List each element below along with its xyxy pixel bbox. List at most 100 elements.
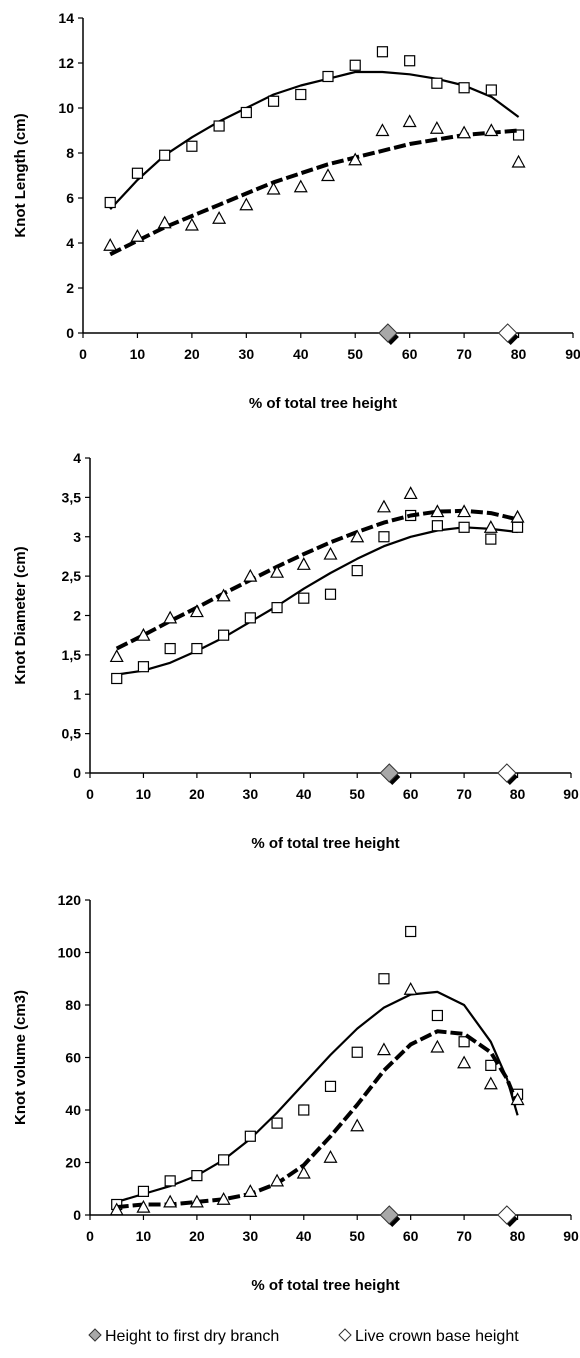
triangle-point [510, 509, 525, 523]
triangle-point [103, 237, 118, 251]
white-diamond-icon [338, 1328, 352, 1342]
y-tick-label: 3 [73, 529, 81, 545]
triangle-point [510, 1092, 525, 1106]
y-tick-label: 10 [58, 100, 74, 116]
square-point [458, 1036, 470, 1048]
gray-diamond-icon [88, 1328, 102, 1342]
triangle-point [376, 499, 391, 513]
legend-item-live-crown-base: Live crown base height [338, 1328, 519, 1345]
y-tick-label: 0,5 [62, 726, 82, 742]
x-tick-label: 70 [456, 1228, 472, 1244]
triangle-point [109, 1202, 124, 1216]
y-tick-label: 120 [58, 892, 82, 908]
triangle-point [130, 228, 145, 242]
y-tick-label: 1 [73, 686, 81, 702]
square-point [322, 70, 334, 83]
triangle-point [350, 1118, 365, 1132]
square-point [431, 77, 443, 89]
square-point [485, 84, 497, 96]
square-point [271, 602, 283, 614]
triangle-point [270, 1173, 285, 1187]
live-crown-base-marker [497, 763, 517, 783]
live-crown-base-marker [497, 323, 518, 343]
knot-diameter-chart: 00,511,522,533,540 10 20 30 40 50 60 70 80 90% of… [12, 450, 579, 852]
square-point [111, 672, 123, 685]
solid-fit-line [116, 526, 518, 676]
square-point [431, 1009, 443, 1022]
x-axis-title: % of total tree height [249, 395, 397, 412]
square-point [267, 95, 280, 107]
square-point [164, 1175, 176, 1187]
x-tick-label: 10 [130, 346, 146, 362]
square-point [405, 925, 417, 938]
square-point [213, 120, 225, 132]
triangle-point [457, 504, 472, 518]
y-tick-label: 20 [65, 1155, 81, 1171]
x-tick-label: 40 [296, 786, 312, 802]
triangle-point [296, 557, 311, 570]
triangle-point [189, 1194, 204, 1208]
x-tick-label: 60 [403, 1228, 419, 1244]
solid-fit-line [116, 990, 519, 1203]
triangle-point [157, 215, 172, 229]
x-tick-label: 50 [349, 1228, 365, 1244]
triangle-point [483, 1076, 498, 1090]
square-point [298, 1104, 310, 1116]
triangle-point [212, 210, 227, 224]
live-crown-base-marker [497, 1205, 517, 1225]
x-tick-label: 0 [86, 786, 94, 802]
triangle-point [430, 504, 445, 518]
square-point [351, 1046, 363, 1058]
y-tick-label: 12 [58, 55, 74, 71]
triangle-point [430, 1039, 445, 1053]
triangle-point [270, 564, 285, 578]
x-tick-label: 70 [456, 346, 472, 362]
y-tick-label: 4 [73, 450, 81, 466]
x-tick-label: 90 [563, 1228, 579, 1244]
square-point [485, 1059, 497, 1071]
square-point [458, 82, 470, 94]
x-tick-label: 30 [243, 1228, 259, 1244]
x-tick-label: 80 [511, 346, 527, 362]
square-point [240, 106, 252, 119]
triangle-point [184, 217, 199, 231]
triangle-point [323, 546, 338, 560]
x-tick-label: 50 [347, 346, 363, 362]
square-point [378, 531, 390, 543]
square-point [324, 588, 337, 600]
triangle-point [163, 1194, 178, 1208]
triangle-point [348, 152, 363, 166]
knot-volume-chart: 0 20 40 60 80 100 120 0 10 20 30 40 50 60 70 80 90 % of t… [12, 892, 579, 1294]
x-tick-label: 50 [349, 786, 365, 802]
triangle-point [136, 1199, 151, 1213]
y-tick-label: 14 [58, 10, 74, 26]
x-tick-label: 20 [189, 786, 205, 802]
triangle-point [484, 123, 499, 137]
square-point [137, 661, 150, 673]
first-dry-branch-marker [379, 1205, 399, 1225]
square-point [244, 612, 256, 624]
triangle-point [457, 1055, 472, 1069]
x-tick-label: 40 [293, 346, 309, 362]
y-tick-label: 0 [73, 765, 81, 781]
y-tick-label: 80 [65, 997, 81, 1013]
square-point [511, 521, 524, 533]
square-point [131, 167, 144, 179]
triangle-point [483, 520, 498, 533]
first-dry-branch-marker [378, 323, 398, 343]
x-tick-label: 0 [79, 346, 87, 362]
square-point [485, 533, 497, 545]
legend-item-first-dry-branch: Height to first dry branch [88, 1328, 279, 1345]
triangle-point [216, 1191, 231, 1205]
triangle-point [429, 120, 444, 134]
knot-length-chart: 0 2 4 6 8 10 12 14 0 10 20 30 40 50 60 70 80 90 % of total… [12, 10, 580, 412]
triangle-point [266, 181, 281, 195]
x-tick-label: 0 [86, 1228, 94, 1244]
dashed-fit-line [115, 508, 519, 651]
square-point [404, 55, 416, 67]
triangle-point [189, 604, 204, 618]
square-point [137, 1185, 150, 1197]
triangle-point [350, 529, 365, 543]
triangle-point [296, 1165, 311, 1179]
